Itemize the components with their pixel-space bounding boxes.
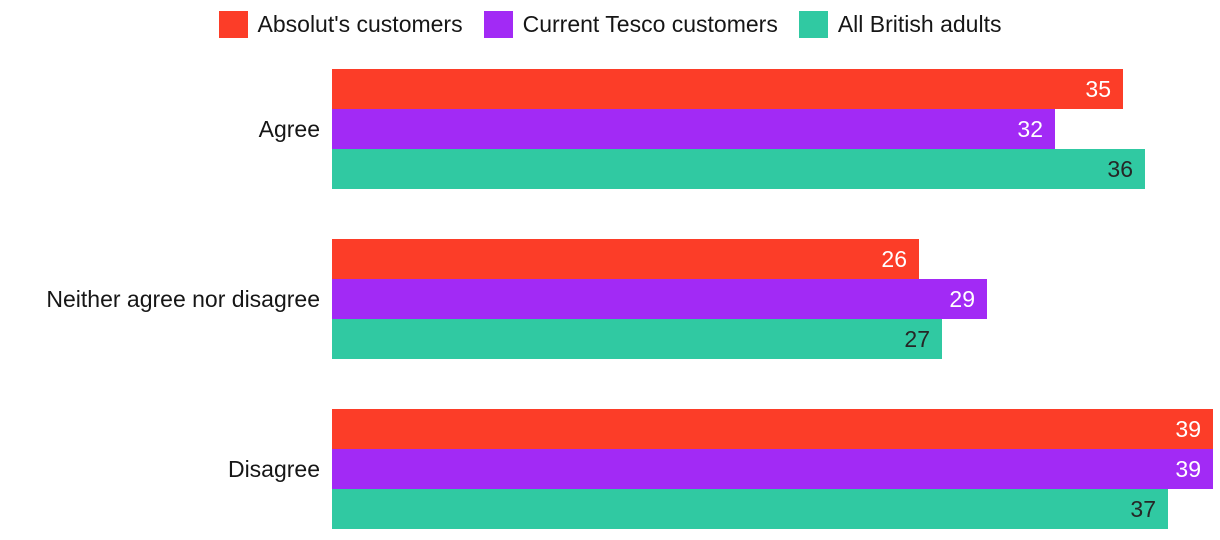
legend-swatch-icon [218, 10, 248, 38]
legend-swatch-icon [798, 10, 828, 38]
bar: 27 [332, 319, 942, 359]
bar: 37 [332, 489, 1168, 529]
bar-value-label: 29 [949, 286, 975, 312]
legend-label: All British adults [837, 11, 1002, 37]
bar-group: Disagree 39 39 37 [0, 409, 1220, 529]
bar-group: Agree 35 32 36 [0, 69, 1220, 189]
bar-group: Neither agree nor disagree 26 29 27 [0, 239, 1220, 359]
category-label: Disagree [227, 455, 320, 482]
bar: 29 [332, 279, 987, 319]
legend-item: Absolut's customers [218, 10, 463, 38]
legend-item: Current Tesco customers [483, 10, 778, 38]
legend: Absolut's customers Current Tesco custom… [0, 0, 1220, 38]
category-label: Agree [258, 115, 320, 142]
bar-value-label: 32 [1017, 116, 1043, 142]
bar-stack: 35 32 36 [332, 69, 1145, 189]
bar-value-label: 39 [1175, 416, 1201, 442]
bar-value-label: 35 [1085, 76, 1111, 102]
category-label: Neither agree nor disagree [46, 285, 320, 312]
bar: 26 [332, 239, 919, 279]
bar-value-label: 39 [1175, 456, 1201, 482]
bar: 39 [332, 409, 1213, 449]
bar-value-label: 27 [904, 326, 930, 352]
legend-swatch-icon [483, 10, 513, 38]
bar-value-label: 26 [881, 246, 907, 272]
bar: 32 [332, 109, 1055, 149]
bar-stack: 26 29 27 [332, 239, 987, 359]
bar: 35 [332, 69, 1123, 109]
bar-value-label: 37 [1130, 496, 1156, 522]
legend-label: Absolut's customers [257, 11, 463, 37]
bar: 39 [332, 449, 1213, 489]
bar-chart: Agree 35 32 36 Neither agree nor disagre… [0, 69, 1220, 529]
bar-stack: 39 39 37 [332, 409, 1213, 529]
legend-label: Current Tesco customers [522, 11, 778, 37]
legend-item: All British adults [798, 10, 1002, 38]
bar-value-label: 36 [1107, 156, 1133, 182]
bar: 36 [332, 149, 1145, 189]
